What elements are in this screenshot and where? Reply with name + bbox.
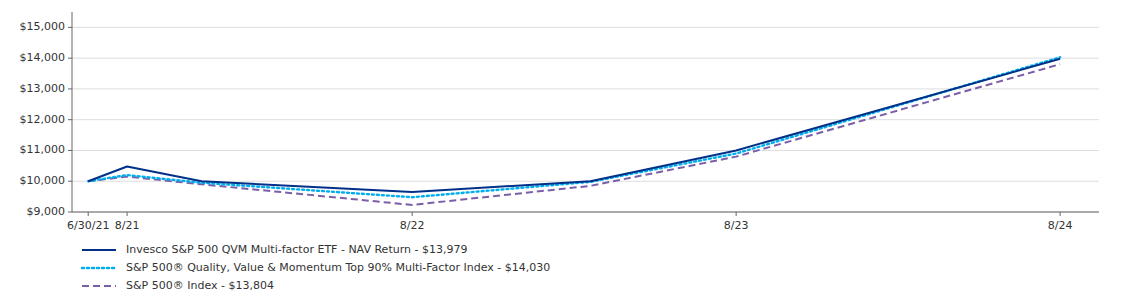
y-tick-label: $9,000 — [27, 205, 66, 218]
y-tick — [68, 119, 72, 120]
y-tick — [68, 88, 72, 89]
legend-swatch — [82, 249, 116, 251]
lines — [88, 57, 1060, 205]
x-tick-label: 6/30/21 — [67, 219, 109, 232]
grid-line — [72, 27, 1099, 28]
x-tick-label: 8/22 — [400, 219, 425, 232]
y-tick-label: $10,000 — [20, 174, 66, 187]
y-tick — [68, 181, 72, 182]
grid-line — [72, 119, 1099, 120]
x-axis-line — [72, 212, 1099, 213]
x-tick — [127, 212, 128, 216]
y-tick-label: $13,000 — [20, 82, 66, 95]
legend-label: Invesco S&P 500 QVM Multi-factor ETF - N… — [126, 243, 467, 256]
series-line — [88, 57, 1060, 197]
legend-label: S&P 500® Quality, Value & Momentum Top 9… — [126, 261, 550, 274]
y-tick — [68, 27, 72, 28]
y-tick-label: $14,000 — [20, 51, 66, 64]
page: {"chart_data": {"type": "line", "x": [0,… — [0, 0, 1123, 304]
x-axis: 6/30/21 8/21 8/22 8/23 8/24 — [67, 212, 1099, 232]
legend-swatch — [82, 285, 116, 287]
y-tick — [68, 150, 72, 151]
series-line — [88, 59, 1060, 192]
y-grid — [72, 27, 1099, 212]
chart: $9,000 $10,000 $11,000 $12,000 $13,000 $14,00… — [0, 0, 1123, 304]
legend-swatch — [82, 267, 116, 269]
x-tick — [412, 212, 413, 216]
grid-line — [72, 212, 1099, 213]
y-axis-line — [72, 12, 73, 212]
y-tick-label: $11,000 — [20, 143, 66, 156]
x-tick — [1060, 212, 1061, 216]
y-tick — [68, 58, 72, 59]
legend-label: S&P 500® Index - $13,804 — [126, 279, 274, 292]
grid-line — [72, 88, 1099, 89]
x-tick-label: 8/21 — [115, 219, 140, 232]
x-tick — [88, 212, 89, 216]
x-tick — [736, 212, 737, 216]
y-tick-label: $15,000 — [20, 20, 66, 33]
y-tick-label: $12,000 — [20, 113, 66, 126]
x-tick-label: 8/23 — [724, 219, 749, 232]
legend: Invesco S&P 500 QVM Multi-factor ETF - N… — [82, 243, 550, 292]
y-axis: $9,000 $10,000 $11,000 $12,000 $13,000 $14,00… — [20, 12, 73, 218]
y-tick — [68, 212, 72, 213]
grid-line — [72, 58, 1099, 59]
grid-line — [72, 150, 1099, 151]
x-tick-label: 8/24 — [1048, 219, 1073, 232]
